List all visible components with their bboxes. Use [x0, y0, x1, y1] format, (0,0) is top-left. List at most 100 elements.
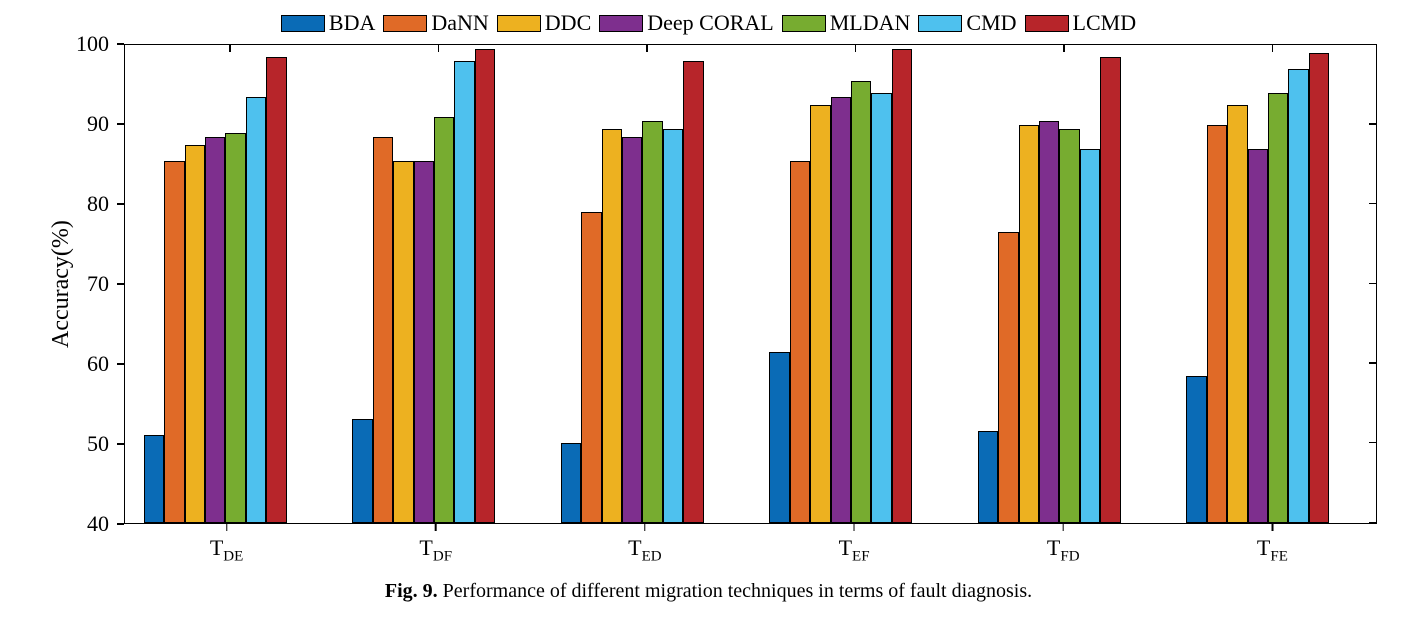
- y-tick-mark: [117, 123, 124, 125]
- y-tick: 60: [87, 351, 124, 377]
- bar: [185, 145, 205, 523]
- bar: [1059, 129, 1079, 523]
- x-tick-mark-top: [1272, 45, 1274, 52]
- y-tick-label: 100: [76, 31, 117, 57]
- x-tick-mark-top: [1063, 45, 1065, 52]
- y-tick-mark-right: [1369, 283, 1376, 285]
- bar: [1309, 53, 1329, 523]
- legend-swatch: [497, 15, 541, 32]
- legend-swatch: [782, 15, 826, 32]
- y-tick-label: 60: [87, 351, 117, 377]
- bar: [1227, 105, 1247, 523]
- bar: [393, 161, 413, 523]
- bar: [454, 61, 474, 523]
- y-tick: 90: [87, 111, 124, 137]
- legend-swatch: [918, 15, 962, 32]
- bar: [246, 97, 266, 523]
- caption-text: Performance of different migration techn…: [443, 580, 1032, 602]
- y-tick-mark: [117, 363, 124, 365]
- legend-label: Deep CORAL: [647, 10, 773, 36]
- bar: [642, 121, 662, 523]
- legend-label: DaNN: [431, 10, 488, 36]
- legend-item: DDC: [497, 10, 591, 36]
- bar: [790, 161, 810, 523]
- bar: [602, 129, 622, 523]
- legend-label: LCMD: [1073, 10, 1137, 36]
- x-tick-mark-top: [229, 45, 231, 52]
- bar: [1248, 149, 1268, 523]
- y-tick-label: 50: [87, 431, 117, 457]
- bar: [352, 419, 372, 523]
- y-tick-mark: [117, 283, 124, 285]
- y-tick: 70: [87, 271, 124, 297]
- bar: [414, 161, 434, 523]
- bar: [622, 137, 642, 523]
- x-tick: TFD: [1047, 524, 1080, 565]
- x-tick-label: TFD: [1047, 535, 1080, 565]
- x-tick-label: TED: [628, 535, 661, 565]
- legend-swatch: [383, 15, 427, 32]
- chart-legend: BDA DaNN DDC Deep CORAL MLDAN CMD LCMD: [40, 10, 1377, 36]
- legend-item: BDA: [281, 10, 375, 36]
- x-tick-label: TEF: [839, 535, 870, 565]
- legend-label: MLDAN: [830, 10, 911, 36]
- bar: [561, 443, 581, 523]
- x-tick-mark: [1062, 524, 1064, 531]
- bar: [475, 49, 495, 523]
- x-tick-mark: [226, 524, 228, 531]
- y-tick-mark-right: [1369, 442, 1376, 444]
- y-tick-mark-right: [1369, 362, 1376, 364]
- bar: [164, 161, 184, 523]
- x-tick-mark: [853, 524, 855, 531]
- bar: [871, 93, 891, 523]
- bar: [998, 232, 1018, 523]
- y-tick-mark: [117, 43, 124, 45]
- bar: [1288, 69, 1308, 523]
- plot-wrapper: Accuracy(%) 405060708090100: [40, 44, 1377, 524]
- bar: [663, 129, 683, 523]
- x-tick: TEF: [839, 524, 870, 565]
- bar: [1019, 125, 1039, 523]
- y-tick-mark-right: [1369, 522, 1376, 524]
- bar: [810, 105, 830, 523]
- bar: [266, 57, 286, 523]
- bar: [892, 49, 912, 523]
- legend-item: Deep CORAL: [599, 10, 773, 36]
- bar: [1268, 93, 1288, 523]
- x-tick-mark: [1272, 524, 1274, 531]
- legend-label: CMD: [966, 10, 1016, 36]
- bar: [851, 81, 871, 523]
- x-tick-mark-top: [438, 45, 440, 52]
- x-tick: TDF: [419, 524, 452, 565]
- bar: [978, 431, 998, 523]
- bar: [1207, 125, 1227, 523]
- bar: [434, 117, 454, 523]
- chart-container: BDADaNNDDCDeep CORALMLDANCMDLCMD Accurac…: [40, 10, 1377, 607]
- legend-item: MLDAN: [782, 10, 911, 36]
- x-tick-label: TDF: [419, 535, 452, 565]
- x-axis: TDETDFTEDTEFTFDTFE: [122, 524, 1377, 568]
- bar: [683, 61, 703, 523]
- x-tick: TDE: [210, 524, 243, 565]
- bar: [144, 435, 164, 523]
- x-tick-mark: [435, 524, 437, 531]
- y-tick: 50: [87, 431, 124, 457]
- bar: [769, 352, 789, 523]
- bar: [1039, 121, 1059, 523]
- legend-label: BDA: [329, 10, 375, 36]
- bar: [373, 137, 393, 523]
- y-axis: 405060708090100: [75, 44, 125, 524]
- bar: [831, 97, 851, 523]
- bar: [205, 137, 225, 523]
- bar: [1100, 57, 1120, 523]
- y-tick-label: 40: [87, 511, 117, 537]
- y-tick-mark: [117, 443, 124, 445]
- bar: [1080, 149, 1100, 523]
- y-tick-label: 80: [87, 191, 117, 217]
- x-tick-mark: [644, 524, 646, 531]
- y-tick-mark-right: [1369, 123, 1376, 125]
- bar: [1186, 376, 1206, 523]
- x-tick-label: TDE: [210, 535, 243, 565]
- plot-area: [125, 44, 1377, 524]
- legend-item: LCMD: [1025, 10, 1137, 36]
